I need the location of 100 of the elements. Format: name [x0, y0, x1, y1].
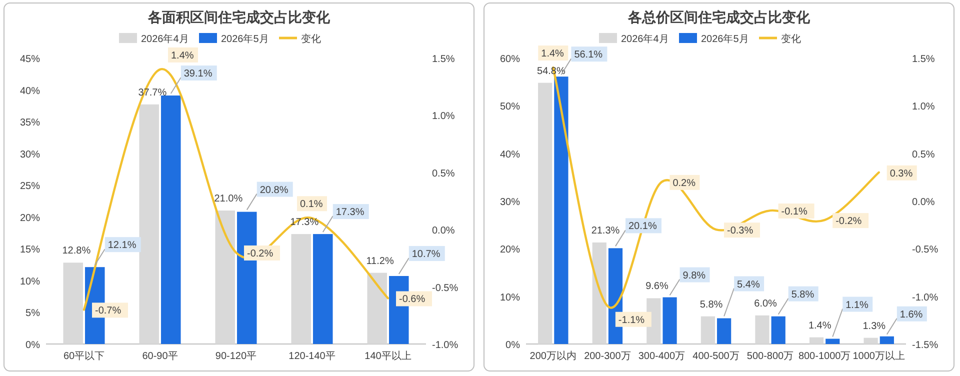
- y2-tick-label: 0.0%: [912, 197, 935, 208]
- bar: [864, 338, 878, 344]
- y2-tick-label: 1.5%: [432, 54, 455, 65]
- y2-tick-label: -1.5%: [912, 340, 938, 351]
- data-label: 5.4%: [737, 279, 760, 290]
- data-label: 5.8%: [791, 289, 814, 300]
- data-label: 56.1%: [574, 50, 603, 61]
- bar: [592, 242, 606, 344]
- data-label: 21.0%: [214, 194, 243, 205]
- legend-label: 变化: [781, 33, 801, 45]
- bar: [215, 210, 235, 344]
- x-tick-label: 120-140平: [288, 351, 336, 362]
- data-label: 0.3%: [890, 168, 913, 180]
- y2-tick-label: 1.0%: [432, 111, 455, 122]
- x-tick-label: 400-500万: [692, 351, 740, 362]
- data-label: -0.2%: [836, 216, 862, 228]
- data-label: 9.6%: [646, 281, 668, 292]
- y-tick-label: 40%: [20, 86, 40, 97]
- y2-tick-label: 0.5%: [432, 168, 455, 180]
- legend-label: 变化: [301, 33, 321, 45]
- data-label: 20.1%: [628, 221, 657, 232]
- bar: [717, 318, 732, 344]
- y-tick-label: 10%: [20, 276, 40, 288]
- chart-title: 各面积区间住宅成交占比变化: [147, 9, 331, 25]
- bar: [367, 272, 387, 344]
- y-tick-label: 30%: [20, 149, 40, 160]
- legend-label: 2026年5月: [221, 33, 269, 45]
- data-label: -0.2%: [247, 248, 274, 260]
- y-tick-label: 20%: [500, 244, 520, 256]
- legend-label: 2026年4月: [141, 33, 189, 45]
- bar: [662, 297, 677, 344]
- data-label: -1.1%: [618, 314, 645, 326]
- x-tick-label: 140平以上: [364, 350, 412, 362]
- y-tick-label: 15%: [20, 244, 40, 256]
- bar: [880, 336, 894, 344]
- legend-label: 2026年5月: [701, 33, 749, 45]
- bar: [538, 82, 552, 344]
- y2-tick-label: -0.5%: [912, 244, 938, 256]
- data-label: -0.1%: [781, 206, 808, 218]
- y2-tick-label: -1.0%: [432, 340, 458, 351]
- data-label: 39.1%: [184, 68, 212, 80]
- y-tick-label: 20%: [20, 212, 40, 224]
- bar: [771, 316, 786, 344]
- bar: [63, 262, 83, 344]
- data-label: -0.6%: [399, 294, 426, 306]
- y2-tick-label: -0.5%: [432, 282, 458, 294]
- x-tick-label: 1000万以上: [852, 350, 905, 362]
- x-tick-label: 90-120平: [215, 351, 257, 362]
- y-tick-label: 50%: [500, 102, 520, 113]
- y2-tick-label: 0.5%: [912, 149, 935, 160]
- data-label: 1.6%: [900, 309, 923, 320]
- bar: [313, 234, 333, 344]
- y-tick-label: 0%: [26, 340, 40, 351]
- chart-title: 各总价区间住宅成交占比变化: [627, 9, 811, 25]
- data-label: 21.3%: [591, 225, 620, 236]
- data-label: 12.1%: [108, 240, 136, 252]
- data-label: 17.3%: [336, 207, 364, 218]
- data-label: 5.8%: [700, 299, 723, 310]
- bar: [700, 316, 715, 344]
- data-label: 11.2%: [366, 256, 394, 267]
- y-tick-label: 60%: [500, 54, 520, 65]
- bar: [291, 234, 311, 344]
- data-label: 9.8%: [682, 270, 706, 282]
- bar: [139, 104, 159, 344]
- data-label: 0.1%: [300, 199, 323, 210]
- x-tick-label: 60-90平: [142, 351, 178, 362]
- data-label: 0.2%: [672, 178, 696, 189]
- data-label: 12.8%: [62, 246, 91, 257]
- x-tick-label: 300-400万: [638, 351, 686, 362]
- y2-tick-label: 1.5%: [912, 54, 935, 65]
- bar: [161, 96, 181, 344]
- x-tick-label: 200-300万: [584, 351, 631, 362]
- x-tick-label: 800-1000万: [798, 351, 851, 362]
- y-tick-label: 30%: [500, 197, 520, 208]
- data-label: 1.4%: [808, 320, 832, 332]
- bar: [809, 337, 824, 344]
- x-tick-label: 60平以下: [63, 350, 105, 362]
- y-tick-label: 0%: [506, 340, 520, 351]
- y-tick-label: 45%: [20, 54, 40, 65]
- legend-label: 2026年4月: [621, 33, 669, 45]
- data-label: -0.7%: [95, 306, 122, 317]
- y-tick-label: 40%: [500, 149, 520, 160]
- data-label: 1.3%: [862, 320, 886, 332]
- data-label: 1.4%: [541, 48, 564, 60]
- x-tick-label: 500-800万: [746, 351, 794, 362]
- y-tick-label: 5%: [26, 308, 40, 320]
- data-label: 6.0%: [754, 298, 778, 310]
- y2-tick-label: 0.0%: [432, 226, 455, 237]
- x-tick-label: 200万以内: [530, 350, 576, 362]
- bar: [554, 76, 568, 344]
- y-tick-label: 10%: [500, 292, 520, 304]
- data-label: 10.7%: [412, 248, 440, 260]
- data-label: 1.1%: [846, 300, 869, 311]
- y-tick-label: 25%: [20, 181, 40, 192]
- y2-tick-label: -1.0%: [912, 292, 938, 304]
- y2-tick-label: 1.0%: [912, 102, 935, 113]
- data-label: 20.8%: [260, 184, 288, 196]
- y-tick-label: 35%: [20, 118, 40, 129]
- data-label: 1.4%: [171, 50, 194, 62]
- data-label: -0.3%: [727, 226, 754, 237]
